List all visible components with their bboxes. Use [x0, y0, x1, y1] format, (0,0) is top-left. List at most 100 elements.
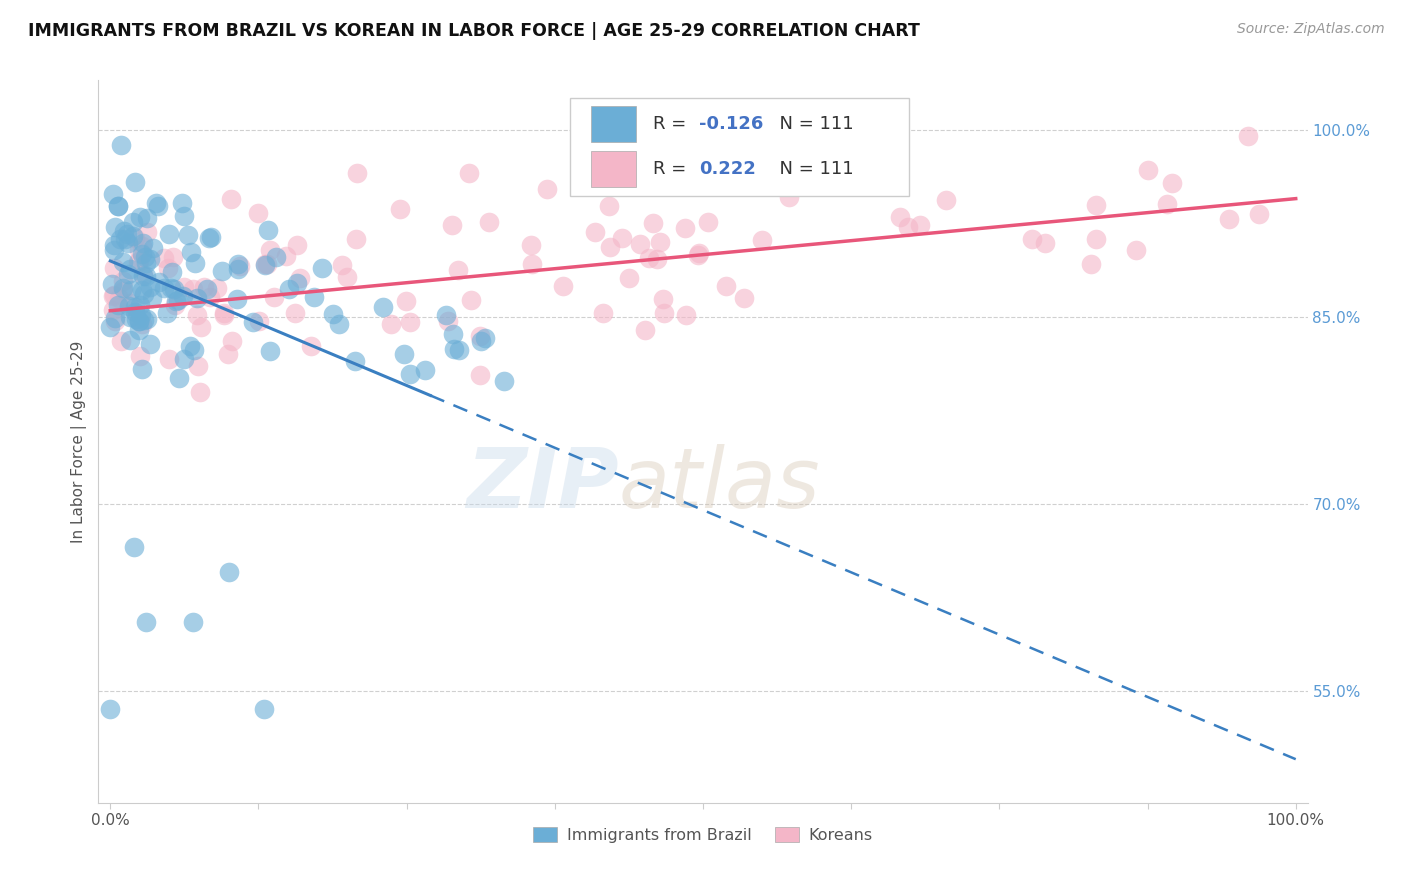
- Point: [330, 258, 353, 272]
- Point: [470, 334, 492, 349]
- Point: [121, 228, 143, 243]
- Point: [98, 702, 121, 716]
- Point: [135, 256, 157, 270]
- Point: [120, 284, 142, 298]
- Point: [110, 334, 132, 348]
- Point: [186, 291, 208, 305]
- Point: [107, 199, 129, 213]
- Point: [302, 290, 325, 304]
- Point: [371, 300, 394, 314]
- Point: [519, 238, 541, 252]
- Point: [207, 281, 229, 295]
- Point: [218, 566, 240, 580]
- Point: [468, 328, 491, 343]
- Point: [117, 236, 139, 251]
- Point: [111, 281, 134, 295]
- Point: [638, 252, 661, 266]
- Point: [713, 123, 735, 137]
- Point: [160, 265, 183, 279]
- Point: [184, 256, 207, 270]
- Point: [135, 268, 157, 283]
- Point: [187, 359, 209, 374]
- FancyBboxPatch shape: [569, 98, 908, 196]
- Point: [160, 280, 183, 294]
- Point: [492, 374, 515, 388]
- Point: [299, 339, 322, 353]
- Point: [131, 239, 153, 253]
- Point: [443, 343, 465, 357]
- Point: [195, 281, 218, 295]
- Point: [229, 259, 252, 273]
- Point: [688, 245, 710, 260]
- Point: [1160, 176, 1182, 190]
- Point: [935, 193, 957, 207]
- Point: [129, 298, 152, 312]
- Point: [200, 230, 222, 244]
- Point: [1080, 257, 1102, 271]
- Point: [389, 202, 412, 217]
- Point: [392, 347, 415, 361]
- Point: [434, 308, 457, 322]
- Point: [652, 292, 675, 306]
- Point: [610, 231, 633, 245]
- Point: [652, 306, 675, 320]
- Point: [346, 165, 368, 179]
- Point: [285, 277, 308, 291]
- Text: N = 111: N = 111: [768, 161, 853, 178]
- Point: [112, 254, 135, 268]
- Point: [181, 282, 204, 296]
- Point: [165, 293, 187, 308]
- Point: [179, 339, 201, 353]
- Point: [132, 235, 155, 250]
- Point: [153, 281, 176, 295]
- Point: [142, 241, 165, 255]
- Point: [124, 175, 146, 189]
- Text: Source: ZipAtlas.com: Source: ZipAtlas.com: [1237, 22, 1385, 37]
- Point: [122, 215, 145, 229]
- Point: [132, 268, 155, 282]
- Point: [107, 199, 129, 213]
- Point: [128, 314, 150, 328]
- Point: [720, 123, 742, 137]
- Point: [398, 368, 420, 382]
- Point: [98, 319, 121, 334]
- Point: [128, 349, 150, 363]
- Point: [446, 262, 468, 277]
- Point: [437, 314, 460, 328]
- Point: [128, 210, 150, 224]
- Point: [553, 279, 575, 293]
- Point: [198, 290, 221, 304]
- Point: [177, 228, 200, 243]
- Point: [228, 261, 250, 276]
- Point: [648, 235, 671, 250]
- Point: [173, 209, 195, 223]
- Point: [733, 292, 755, 306]
- Point: [108, 291, 131, 305]
- Point: [889, 210, 911, 224]
- Point: [167, 371, 190, 385]
- Point: [395, 294, 418, 309]
- Point: [751, 233, 773, 247]
- Point: [136, 225, 159, 239]
- Point: [122, 541, 145, 555]
- Point: [675, 309, 697, 323]
- Point: [380, 318, 402, 332]
- Point: [246, 205, 269, 219]
- Text: ZIP: ZIP: [465, 444, 619, 525]
- Point: [173, 351, 195, 366]
- Point: [274, 249, 297, 263]
- Point: [598, 199, 620, 213]
- Bar: [591, 106, 637, 142]
- Point: [599, 240, 621, 254]
- Point: [264, 250, 287, 264]
- Point: [103, 260, 125, 275]
- Point: [186, 309, 208, 323]
- Point: [190, 320, 212, 334]
- Point: [247, 314, 270, 328]
- Point: [221, 334, 243, 349]
- Point: [172, 289, 194, 303]
- Point: [103, 243, 125, 257]
- Point: [908, 218, 931, 232]
- Point: [101, 302, 124, 317]
- Point: [128, 243, 150, 257]
